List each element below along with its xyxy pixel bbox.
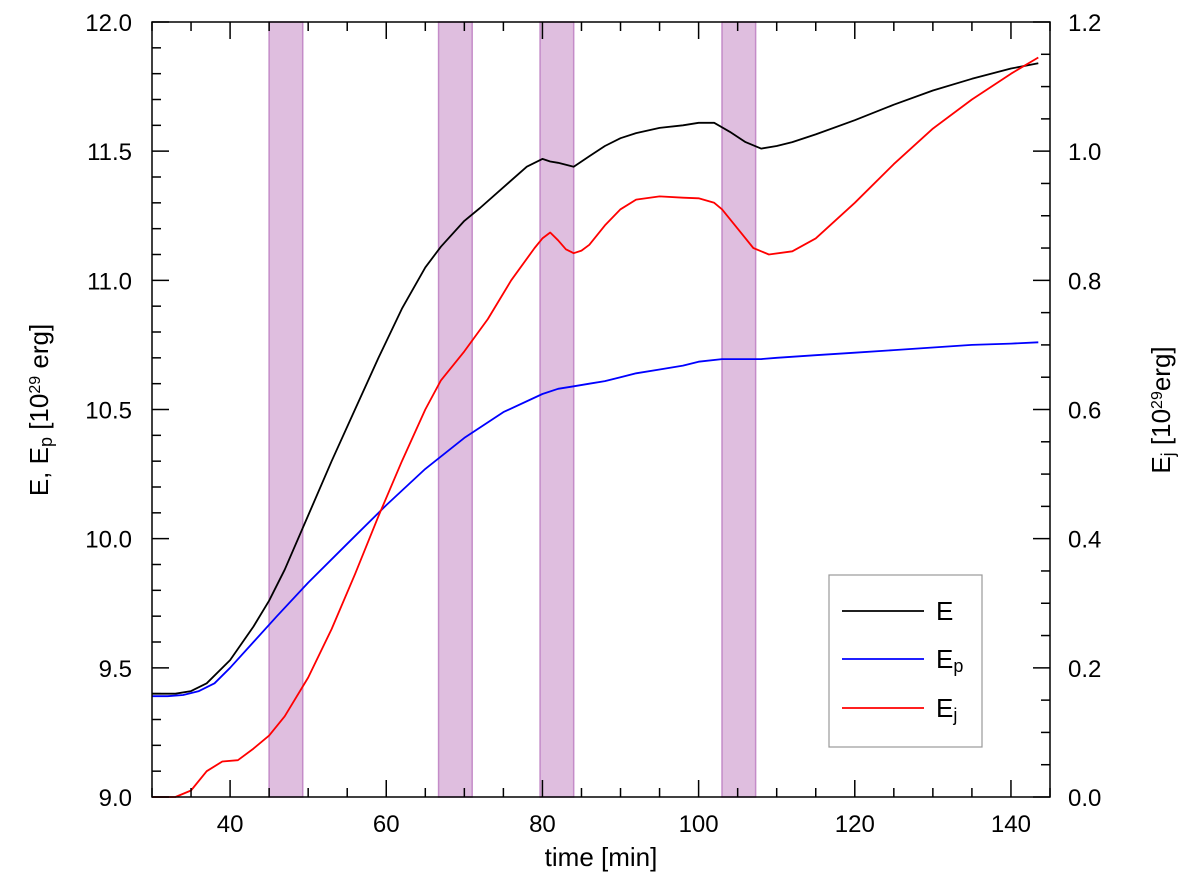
y-right-tick-label: 1.2 xyxy=(1068,10,1101,37)
y-right-tick-label: 0.8 xyxy=(1068,268,1101,295)
x-tick-label: 100 xyxy=(679,811,719,838)
series-line-e xyxy=(152,62,1039,695)
y-left-tick-label: 11.0 xyxy=(87,268,132,295)
x-axis-title: time [min] xyxy=(545,842,658,872)
legend-box xyxy=(828,574,983,748)
y-left-tick-label: 9.0 xyxy=(99,785,132,812)
y-left-tick-label: 10.5 xyxy=(85,398,132,425)
x-tick-label: 80 xyxy=(529,811,556,838)
highlight-band-2 xyxy=(437,21,473,798)
series-line-e-p xyxy=(152,341,1039,698)
y-left-tick-label: 11.5 xyxy=(87,139,132,166)
legend: E Ep Ej xyxy=(828,574,983,748)
highlight-bands xyxy=(268,21,757,798)
y-left-axis-title: E, Ep [1029 erg] xyxy=(24,324,56,496)
y-right-tick-label: 0.6 xyxy=(1068,398,1101,425)
y-left-tick-label: 9.5 xyxy=(99,656,132,683)
y-right-tick-label: 0.2 xyxy=(1068,656,1101,683)
y-right-tick-label: 0.4 xyxy=(1068,527,1101,554)
x-tick-label: 40 xyxy=(217,811,244,838)
y-right-tick-label: 0.0 xyxy=(1068,785,1101,812)
highlight-band-3 xyxy=(539,21,575,798)
highlight-band-1 xyxy=(268,21,304,798)
legend-label-ep: Ep xyxy=(936,644,963,676)
x-tick-label: 60 xyxy=(373,811,400,838)
series-line-e-j xyxy=(152,56,1039,798)
y-right-tick-label: 1.0 xyxy=(1068,139,1101,166)
axis-ticks xyxy=(151,21,1051,798)
legend-label-e: E xyxy=(936,596,953,626)
x-tick-label: 120 xyxy=(835,811,875,838)
tick-labels: 40 60 80 100 120 140 9.0 9.5 10.0 10.5 11.0 11.5 12.… xyxy=(85,10,1101,838)
plot-frame xyxy=(151,21,1051,798)
highlight-band-4 xyxy=(721,21,757,798)
y-left-tick-label: 10.0 xyxy=(85,527,132,554)
series-lines xyxy=(152,56,1039,798)
y-right-axis-title: Ej [1029erg] xyxy=(1146,346,1178,473)
x-tick-label: 140 xyxy=(991,811,1031,838)
y-left-tick-label: 12.0 xyxy=(85,10,132,37)
legend-label-ej: Ej xyxy=(936,693,957,725)
